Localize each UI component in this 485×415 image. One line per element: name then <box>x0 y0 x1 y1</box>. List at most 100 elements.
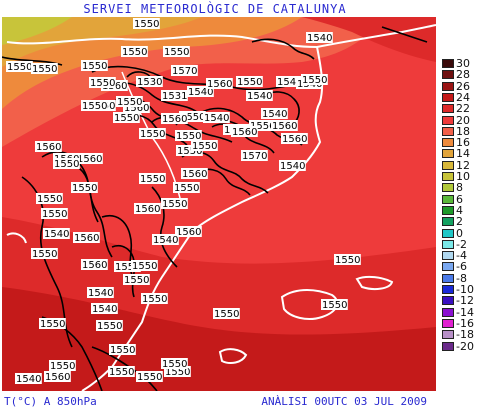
contour-label-bg <box>187 86 214 97</box>
contour-label-bg <box>49 360 76 371</box>
contour-label: 1550 <box>132 261 157 272</box>
contour-label-bg <box>139 173 166 184</box>
contour-label-bg <box>321 299 348 310</box>
contour-label-bg <box>301 74 328 85</box>
contour-label-bg <box>35 141 62 152</box>
legend-swatch <box>442 228 454 238</box>
legend-label: 28 <box>456 68 470 82</box>
contour-label: 1550 <box>32 64 57 75</box>
contour-label: 1560 <box>124 103 149 114</box>
contour-label: 1540 <box>153 235 178 246</box>
legend-label: 6 <box>456 192 463 206</box>
contour-label-bg <box>173 182 200 193</box>
legend-swatch <box>442 183 454 193</box>
legend-label: 22 <box>456 102 470 116</box>
contour-label-bg <box>116 96 143 107</box>
temperature-field-14 <box>2 17 202 67</box>
legend-swatch <box>442 285 454 294</box>
contour-label: 1560 <box>272 121 297 132</box>
legend-swatch <box>442 296 454 306</box>
legend-label: 10 <box>456 170 470 183</box>
contour-label: 1560 <box>232 127 257 138</box>
contour-label-bg <box>163 46 190 57</box>
contour-label: 1570 <box>172 66 197 77</box>
contour-label: 1560 <box>207 79 232 90</box>
legend-swatch <box>442 262 454 272</box>
contour-label: 1550 <box>54 159 79 170</box>
legend-swatch <box>442 92 454 102</box>
map-svg: 1550155015501550155015501560155015601570… <box>2 17 436 391</box>
contour-label: 1540 <box>280 161 305 172</box>
contour-label: 1550 <box>37 194 62 205</box>
legend-swatch <box>442 59 454 68</box>
contour-label-bg <box>53 158 80 169</box>
contour-label-bg <box>164 366 191 377</box>
contour-label: 1550 <box>117 97 142 108</box>
contour-label-bg <box>139 128 166 139</box>
legend-swatch <box>442 115 454 125</box>
legend-swatch <box>442 273 454 283</box>
legend-label: 14 <box>456 147 470 161</box>
contour-label: 1560 <box>182 169 207 180</box>
contour-label: 1550 <box>114 113 139 124</box>
contour-label: 1550 <box>162 199 187 210</box>
contour-label: 1550 <box>335 255 360 266</box>
legend-label: -14 <box>456 305 474 319</box>
legend-swatch <box>442 149 454 159</box>
contour-label-bg <box>114 261 141 272</box>
contour-label: 1560 <box>36 142 61 153</box>
contour-label: 1550 <box>124 275 149 286</box>
contour-label: 1550 <box>174 183 199 194</box>
ibiza-island <box>218 348 248 364</box>
contour-label: 1550 <box>50 361 75 372</box>
contour-label: 1540 <box>262 109 287 120</box>
legend-label: 30 <box>456 57 470 70</box>
contour-label: 1550 <box>177 146 202 157</box>
contour-label-bg <box>81 259 108 270</box>
contour-label-bg <box>334 254 361 265</box>
contour-label-bg <box>73 232 100 243</box>
legend-swatch <box>442 330 454 340</box>
contour-label: 1540 <box>88 288 113 299</box>
legend-label: 12 <box>456 158 470 172</box>
legend-swatch <box>442 172 454 181</box>
legend-swatch <box>442 217 454 227</box>
contour-label: 1540 <box>247 91 272 102</box>
legend-label: 0 <box>456 226 463 240</box>
map-title: SERVEI METEOROLÒGIC DE CATALUNYA <box>83 2 347 16</box>
legend-label: 16 <box>456 136 470 150</box>
contour-label: 1560 <box>282 134 307 145</box>
contour-label-bg <box>191 140 218 151</box>
contour-label-bg <box>249 120 276 131</box>
contour-label-bg <box>281 133 308 144</box>
legend-label: 8 <box>456 181 463 195</box>
contour-label: 1550 <box>90 78 115 89</box>
contour-label: 1530 <box>137 77 162 88</box>
contour-label: 1550 <box>176 131 201 142</box>
contour-label-bg <box>91 303 118 314</box>
contour-label-bg <box>161 358 188 369</box>
contour-label: 1550 <box>42 209 67 220</box>
contour-label-bg <box>161 113 188 124</box>
legend-swatch <box>442 126 454 136</box>
contour-label-bg <box>261 108 288 119</box>
analysis-date-label: ANÀLISI 00UTC 03 JUL 2009 <box>261 395 427 408</box>
legend-swatch <box>442 239 454 249</box>
contour-label: 1550 <box>110 345 135 356</box>
contour-label-bg <box>31 248 58 259</box>
contour-label-bg <box>136 371 163 382</box>
contour-label-bg <box>133 18 160 29</box>
contour-label-bg <box>246 90 273 101</box>
contour-label: 1550 <box>40 319 65 330</box>
contour-label: 1540 <box>277 77 302 88</box>
contour-label: 1560 <box>162 114 187 125</box>
legend-label: 20 <box>456 113 470 127</box>
contour-label-bg <box>241 150 268 161</box>
contour-label: 1550 <box>140 174 165 185</box>
contour-label-bg <box>39 318 66 329</box>
contour-label-bg <box>236 76 263 87</box>
contour-label: 1570 <box>242 151 267 162</box>
contour-label-bg <box>171 65 198 76</box>
contour-label-bg <box>203 112 230 123</box>
legend-label: -18 <box>456 328 474 342</box>
